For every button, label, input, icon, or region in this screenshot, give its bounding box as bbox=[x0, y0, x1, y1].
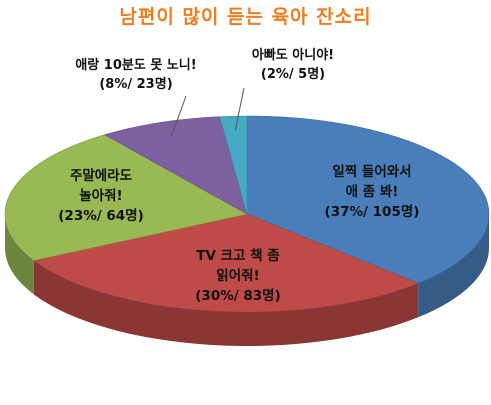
leader-line-3 bbox=[171, 95, 187, 136]
slice-label-tv-book: TV 크고 책 좀 읽어줘! (30%/ 83명) bbox=[195, 248, 281, 304]
slice-label-ten-minutes: 애랑 10분도 못 노니! (8%/ 23명) bbox=[75, 58, 197, 92]
leader-line-4 bbox=[234, 87, 245, 130]
pie-side-1 bbox=[33, 260, 419, 346]
slice-label-early-home: 일찍 들어와서 애 좀 봐! (37%/ 105명) bbox=[324, 164, 420, 220]
pie-side-0 bbox=[418, 214, 489, 318]
pie-slice-0 bbox=[246, 115, 490, 284]
slice-label-weekend: 주말에라도 놀아줘! (23%/ 64명) bbox=[58, 168, 144, 224]
pie-slice-2 bbox=[4, 134, 248, 261]
pie-slice-4 bbox=[219, 115, 248, 215]
slice-label-not-dad: 아빠도 아니야! (2%/ 5명) bbox=[251, 48, 335, 82]
pie-slice-3 bbox=[103, 116, 248, 215]
chart-title: 남편이 많이 듣는 육아 잔소리 bbox=[119, 6, 372, 28]
pie-side-2 bbox=[5, 214, 34, 295]
pie-slice-1 bbox=[33, 213, 419, 313]
